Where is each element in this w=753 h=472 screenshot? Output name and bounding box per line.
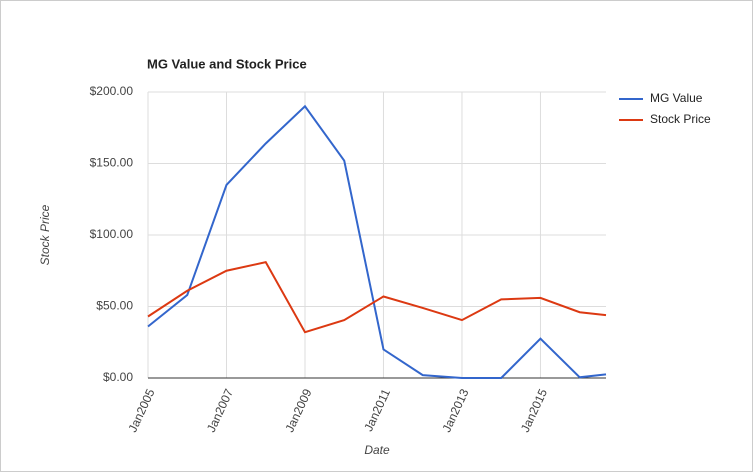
y-tick-label: $200.00	[90, 84, 134, 98]
series-line	[147, 261, 607, 334]
y-tick-label: $50.00	[96, 299, 133, 313]
chart-title: MG Value and Stock Price	[147, 56, 307, 71]
y-tick-label: $0.00	[103, 370, 133, 384]
y-axis-title: Stock Price	[38, 204, 52, 265]
x-axis-title: Date	[364, 443, 390, 457]
legend-label: MG Value	[650, 91, 703, 105]
y-tick-label: $150.00	[90, 156, 134, 170]
series-line	[147, 104, 607, 379]
legend-label: Stock Price	[650, 112, 711, 126]
y-tick-label: $100.00	[90, 227, 134, 241]
